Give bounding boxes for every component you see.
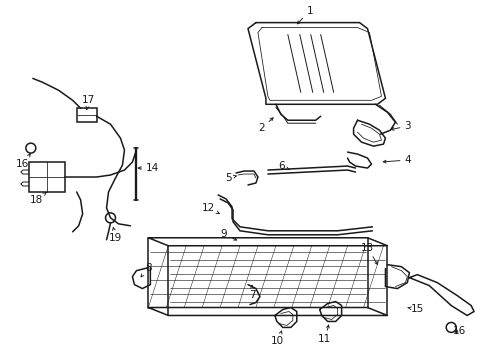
Text: 11: 11	[317, 325, 331, 345]
Text: 10: 10	[271, 331, 284, 346]
Text: 18: 18	[30, 192, 46, 205]
Text: 16: 16	[16, 154, 30, 169]
FancyBboxPatch shape	[29, 162, 64, 192]
Text: 2: 2	[258, 118, 272, 133]
Text: 1: 1	[297, 6, 312, 24]
Text: 14: 14	[138, 163, 159, 173]
Circle shape	[105, 213, 115, 223]
Text: 19: 19	[109, 228, 122, 243]
Text: 8: 8	[141, 263, 151, 277]
Text: 5: 5	[224, 173, 236, 183]
Text: 13: 13	[360, 243, 377, 264]
Text: 4: 4	[383, 155, 410, 165]
Text: 12: 12	[201, 203, 219, 213]
Text: 7: 7	[248, 285, 255, 300]
Circle shape	[26, 143, 36, 153]
Text: 17: 17	[82, 95, 95, 109]
Text: 15: 15	[407, 305, 423, 315]
Text: 6: 6	[278, 161, 289, 171]
FancyBboxPatch shape	[77, 108, 96, 122]
Text: 9: 9	[220, 229, 236, 240]
Circle shape	[446, 323, 455, 332]
Text: 16: 16	[451, 327, 465, 336]
Text: 3: 3	[390, 121, 410, 131]
